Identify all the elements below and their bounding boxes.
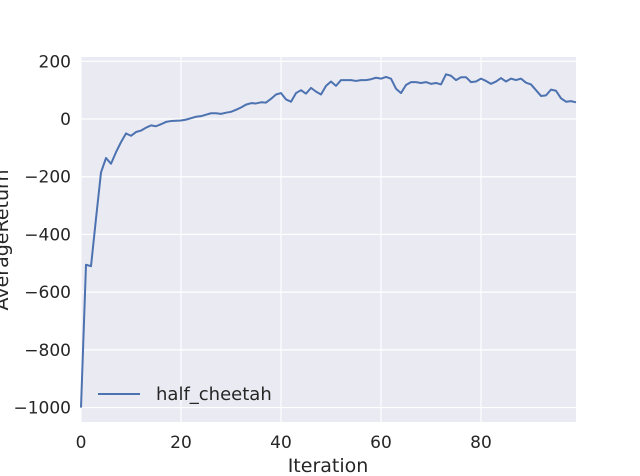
x-tick-labels: 0 20 40 60 80 [76,433,492,453]
y-axis-label: AverageReturn [0,169,13,310]
y-tick-label: −1000 [13,399,71,419]
x-tick-label: 0 [76,433,87,453]
y-tick-label: −800 [24,341,71,361]
legend-label-half-cheetah: half_cheetah [156,384,272,405]
y-tick-label: −200 [24,168,71,188]
plot-background [81,57,576,422]
x-tick-label: 20 [170,433,192,453]
y-tick-label: 0 [60,110,71,130]
x-gridlines [80,57,482,422]
series-layer [80,73,577,408]
y-tick-label: −400 [24,225,71,245]
x-tick-label: 60 [370,433,392,453]
series-line-half-cheetah [80,73,577,408]
x-axis-label: Iteration [288,455,369,476]
x-tick-label: 80 [470,433,492,453]
x-tick-label: 40 [270,433,292,453]
y-tick-label: −600 [24,283,71,303]
y-gridlines [81,60,576,409]
y-tick-label: 200 [39,52,71,72]
legend: half_cheetah [98,384,272,405]
y-tick-labels: 200 0 −200 −400 −600 −800 −1000 [13,52,71,418]
